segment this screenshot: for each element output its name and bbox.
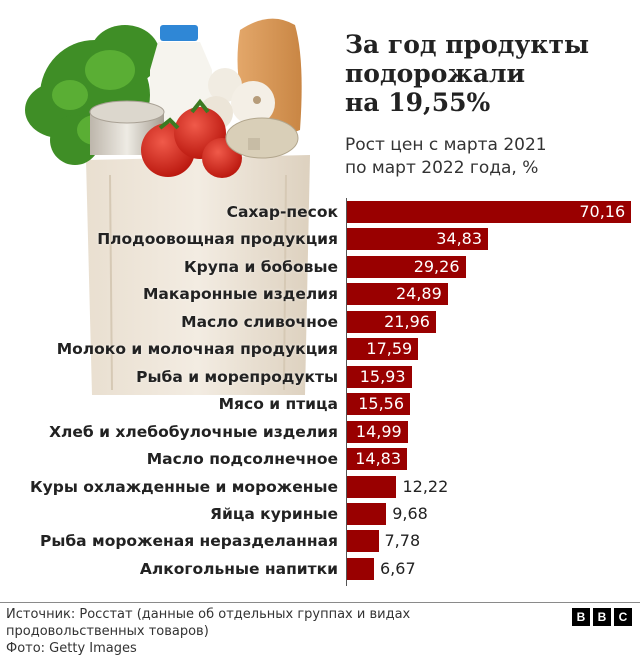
bar: 70,16: [347, 201, 632, 223]
bar-row: Рыба и морепродукты 15,93: [0, 365, 640, 388]
category-label: Хлеб и хлебобулочные изделия: [49, 422, 338, 441]
subtitle-line: по март 2022 года, %: [345, 158, 539, 178]
value-label: 17,59: [366, 339, 413, 359]
bar-chart: Сахар-песок 70,16 Плодоовощная продукция 34…: [0, 198, 640, 588]
bar: [347, 502, 387, 525]
value-label: 24,89: [395, 284, 442, 304]
category-label: Масло сливочное: [181, 312, 338, 331]
footer: Источник: Росстат (данные об отдельных г…: [6, 606, 526, 657]
y-axis-line: [346, 198, 347, 586]
bar: [347, 475, 397, 498]
category-label: Алкогольные напитки: [139, 559, 338, 578]
bar: 14,99: [347, 420, 408, 443]
bar: 21,96: [347, 310, 436, 333]
category-label: Сахар-песок: [226, 203, 338, 221]
category-label: Рыба мороженая неразделанная: [39, 532, 338, 551]
category-label: Яйца куриные: [210, 504, 338, 523]
chart-subtitle: Рост цен с марта 2021 по март 2022 года,…: [345, 134, 635, 180]
bbc-logo: B B C: [572, 608, 632, 626]
category-label: Мясо и птица: [218, 395, 338, 414]
title-line: на 19,55%: [345, 88, 491, 117]
bar-row: Алкогольные напитки 6,67: [0, 557, 640, 580]
bar: 34,83: [347, 228, 489, 251]
bar-row: Крупа и бобовые 29,26: [0, 255, 640, 278]
category-label: Масло подсолнечное: [146, 450, 338, 469]
footer-divider: [0, 602, 640, 603]
value-label: 9,68: [392, 503, 428, 523]
photo-credit: Фото: Getty Images: [6, 641, 137, 656]
bar-row: Масло сливочное 21,96: [0, 310, 640, 333]
category-label: Макаронные изделия: [142, 285, 338, 304]
bar-row: Макаронные изделия 24,89: [0, 283, 640, 306]
bar-row: Рыба мороженая неразделанная 7,78: [0, 530, 640, 553]
bar: 17,59: [347, 338, 419, 361]
bar-row: Молоко и молочная продукция 17,59: [0, 338, 640, 361]
bar: 29,26: [347, 255, 466, 278]
bar-row: Масло подсолнечное 14,83: [0, 448, 640, 471]
source-line: Источник: Росстат (данные об отдельных г…: [6, 607, 411, 622]
bar-row: Плодоовощная продукция 34,83: [0, 228, 640, 251]
bar-row: Куры охлажденные и мороженые 12,22: [0, 475, 640, 498]
category-label: Молоко и молочная продукция: [56, 340, 338, 359]
category-label: Плодоовощная продукция: [97, 230, 338, 249]
bar-row: Мясо и птица 15,56: [0, 393, 640, 416]
value-label: 6,67: [380, 558, 416, 578]
value-label: 34,83: [436, 229, 483, 249]
bar-row: Яйца куриные 9,68: [0, 502, 640, 525]
title-line: За год продукты: [345, 30, 590, 59]
bar: [347, 530, 379, 553]
bar-row: Сахар-песок 70,16: [0, 201, 640, 223]
value-label: 14,99: [355, 421, 402, 441]
bbc-logo-letter: C: [614, 608, 632, 626]
bar: [347, 557, 374, 580]
title-line: подорожали: [345, 59, 526, 88]
category-label: Куры охлажденные и мороженые: [29, 477, 338, 496]
value-label: 29,26: [413, 256, 460, 276]
value-label: 12,22: [402, 476, 449, 496]
bar: 24,89: [347, 283, 448, 306]
bar-row: Хлеб и хлебобулочные изделия 14,99: [0, 420, 640, 443]
source-line: продовольственных товаров): [6, 624, 209, 639]
bar: 14,83: [347, 448, 408, 471]
category-label: Рыба и морепродукты: [136, 367, 338, 386]
bbc-logo-letter: B: [572, 608, 590, 626]
subtitle-line: Рост цен с марта 2021: [345, 135, 547, 155]
bar: 15,56: [347, 393, 411, 416]
value-label: 14,83: [355, 449, 402, 469]
value-label: 7,78: [384, 531, 421, 551]
category-label: Крупа и бобовые: [184, 257, 338, 276]
bar: 15,93: [347, 365, 412, 388]
value-label: 70,16: [579, 202, 626, 221]
chart-title: За год продукты подорожали на 19,55%: [345, 30, 635, 117]
value-label: 21,96: [384, 311, 430, 331]
grocery-bag-photo: [0, 0, 340, 400]
bbc-logo-letter: B: [593, 608, 611, 626]
grocery-bag-illustration-icon: [25, 18, 310, 395]
value-label: 15,56: [358, 394, 405, 414]
value-label: 15,93: [359, 366, 406, 386]
